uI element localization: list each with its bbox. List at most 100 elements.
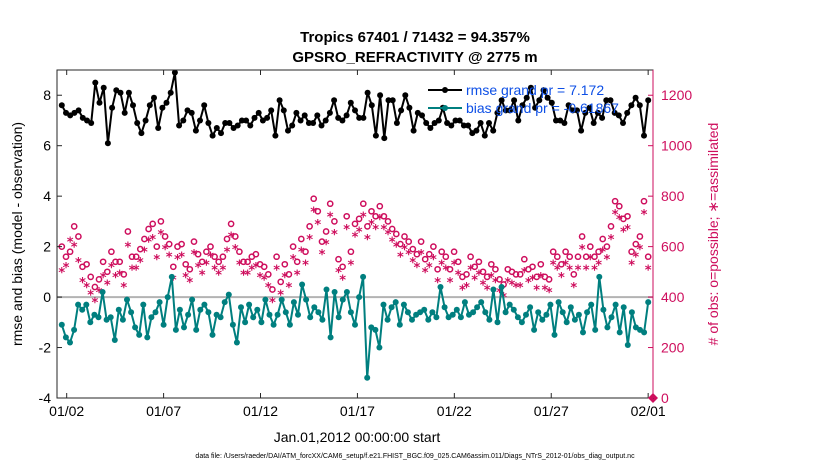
bias-point <box>592 326 599 333</box>
bias-point <box>506 301 513 308</box>
possible-point <box>186 265 194 273</box>
bias-point <box>482 309 489 316</box>
rmse-point <box>318 122 325 129</box>
rmse-point <box>331 97 338 104</box>
bias-point <box>58 321 65 328</box>
possible-point <box>454 258 462 266</box>
rmse-point <box>326 109 333 116</box>
assimilated-point: * <box>562 258 569 273</box>
bias-point <box>242 319 249 326</box>
bias-point <box>490 286 497 293</box>
bias-point <box>99 289 106 295</box>
bias-point <box>392 299 399 306</box>
possible-point <box>293 258 301 266</box>
y-left-tick-label: 0 <box>43 289 51 305</box>
possible-point <box>553 253 561 261</box>
bias-point <box>474 304 481 311</box>
rmse-point <box>481 132 488 139</box>
rmse-point <box>75 107 82 114</box>
bias-point <box>588 301 595 308</box>
assimilated-point: * <box>314 218 321 233</box>
assimilated-point: * <box>339 273 346 288</box>
assimilated-point: * <box>100 271 107 286</box>
bias-point <box>502 309 509 316</box>
bias-point <box>600 306 607 313</box>
assimilated-point: * <box>207 251 214 266</box>
bias-point <box>628 309 635 316</box>
rmse-point <box>511 97 518 104</box>
bias-point <box>156 299 163 306</box>
rmse-point <box>490 127 497 134</box>
bias-point <box>518 319 525 326</box>
possible-point <box>269 286 276 293</box>
x-axis: 01/02 01/07 01/12 01/17 01/22 01/27 02/01 <box>49 70 666 419</box>
possible-point <box>335 255 342 263</box>
possible-point <box>306 223 313 230</box>
possible-point <box>169 263 177 271</box>
possible-point <box>520 255 528 263</box>
assimilated-point: * <box>112 271 119 286</box>
rmse-point <box>134 120 141 126</box>
rmse-point <box>565 102 572 109</box>
assimilated-point: * <box>397 251 404 266</box>
assimilated-point: * <box>174 253 181 268</box>
possible-point <box>537 260 545 268</box>
possible-point <box>285 271 293 278</box>
possible-point <box>281 260 289 268</box>
possible-point <box>405 238 413 245</box>
bias-point <box>254 306 261 313</box>
x-tick-label: 01/12 <box>243 403 278 419</box>
bias-point <box>559 309 566 316</box>
rmse-point <box>192 127 199 134</box>
rmse-point <box>368 102 375 109</box>
assimilated-point: * <box>199 268 206 283</box>
possible-point <box>425 250 433 258</box>
bias-point <box>168 273 175 280</box>
possible-point <box>161 233 169 240</box>
rmse-point <box>532 104 539 111</box>
possible-point <box>397 240 404 248</box>
assimilated-point: * <box>269 296 276 311</box>
possible-point <box>492 265 499 273</box>
assimilated-point: * <box>306 233 313 248</box>
y-axis-left: -4 -2 0 2 4 6 8 <box>39 87 62 406</box>
rmse-point <box>448 122 455 129</box>
possible-point <box>223 235 231 243</box>
possible-point <box>136 245 144 253</box>
possible-point <box>401 233 408 240</box>
assimilated-point: * <box>170 273 177 288</box>
rmse-point <box>243 117 250 124</box>
bias-point <box>266 311 273 318</box>
bias-point <box>209 331 216 338</box>
possible-point <box>570 271 578 278</box>
bias-point <box>262 296 269 303</box>
rmse-point <box>561 120 568 126</box>
rmse-point <box>398 107 405 114</box>
x-axis-label: Jan.01,2012 00:00:00 start <box>274 429 441 445</box>
assimilated-point: * <box>290 253 297 268</box>
assimilated-point: * <box>471 273 478 288</box>
assimilated-point: * <box>124 241 131 256</box>
rmse-point <box>58 102 65 109</box>
assimilated-point: * <box>224 246 231 261</box>
rmse-point <box>582 109 589 116</box>
bias-point <box>290 299 297 306</box>
possible-point <box>615 202 623 210</box>
bias-point <box>148 314 155 321</box>
bias-point <box>327 334 334 341</box>
possible-point <box>388 225 396 233</box>
rmse-point <box>377 92 384 99</box>
bias-point <box>404 309 411 316</box>
rmse-point <box>515 117 522 124</box>
rmse-point <box>486 120 492 126</box>
bias-point <box>364 374 371 381</box>
possible-point <box>351 220 359 228</box>
bias-point <box>396 321 403 328</box>
bias-point <box>238 304 244 311</box>
legend-bias-marker <box>442 105 448 111</box>
assimilated-point: * <box>149 233 156 248</box>
rmse-point <box>104 140 111 147</box>
assimilated-point: * <box>451 258 458 273</box>
bias-point <box>258 319 265 326</box>
assimilated-point: * <box>232 243 239 258</box>
